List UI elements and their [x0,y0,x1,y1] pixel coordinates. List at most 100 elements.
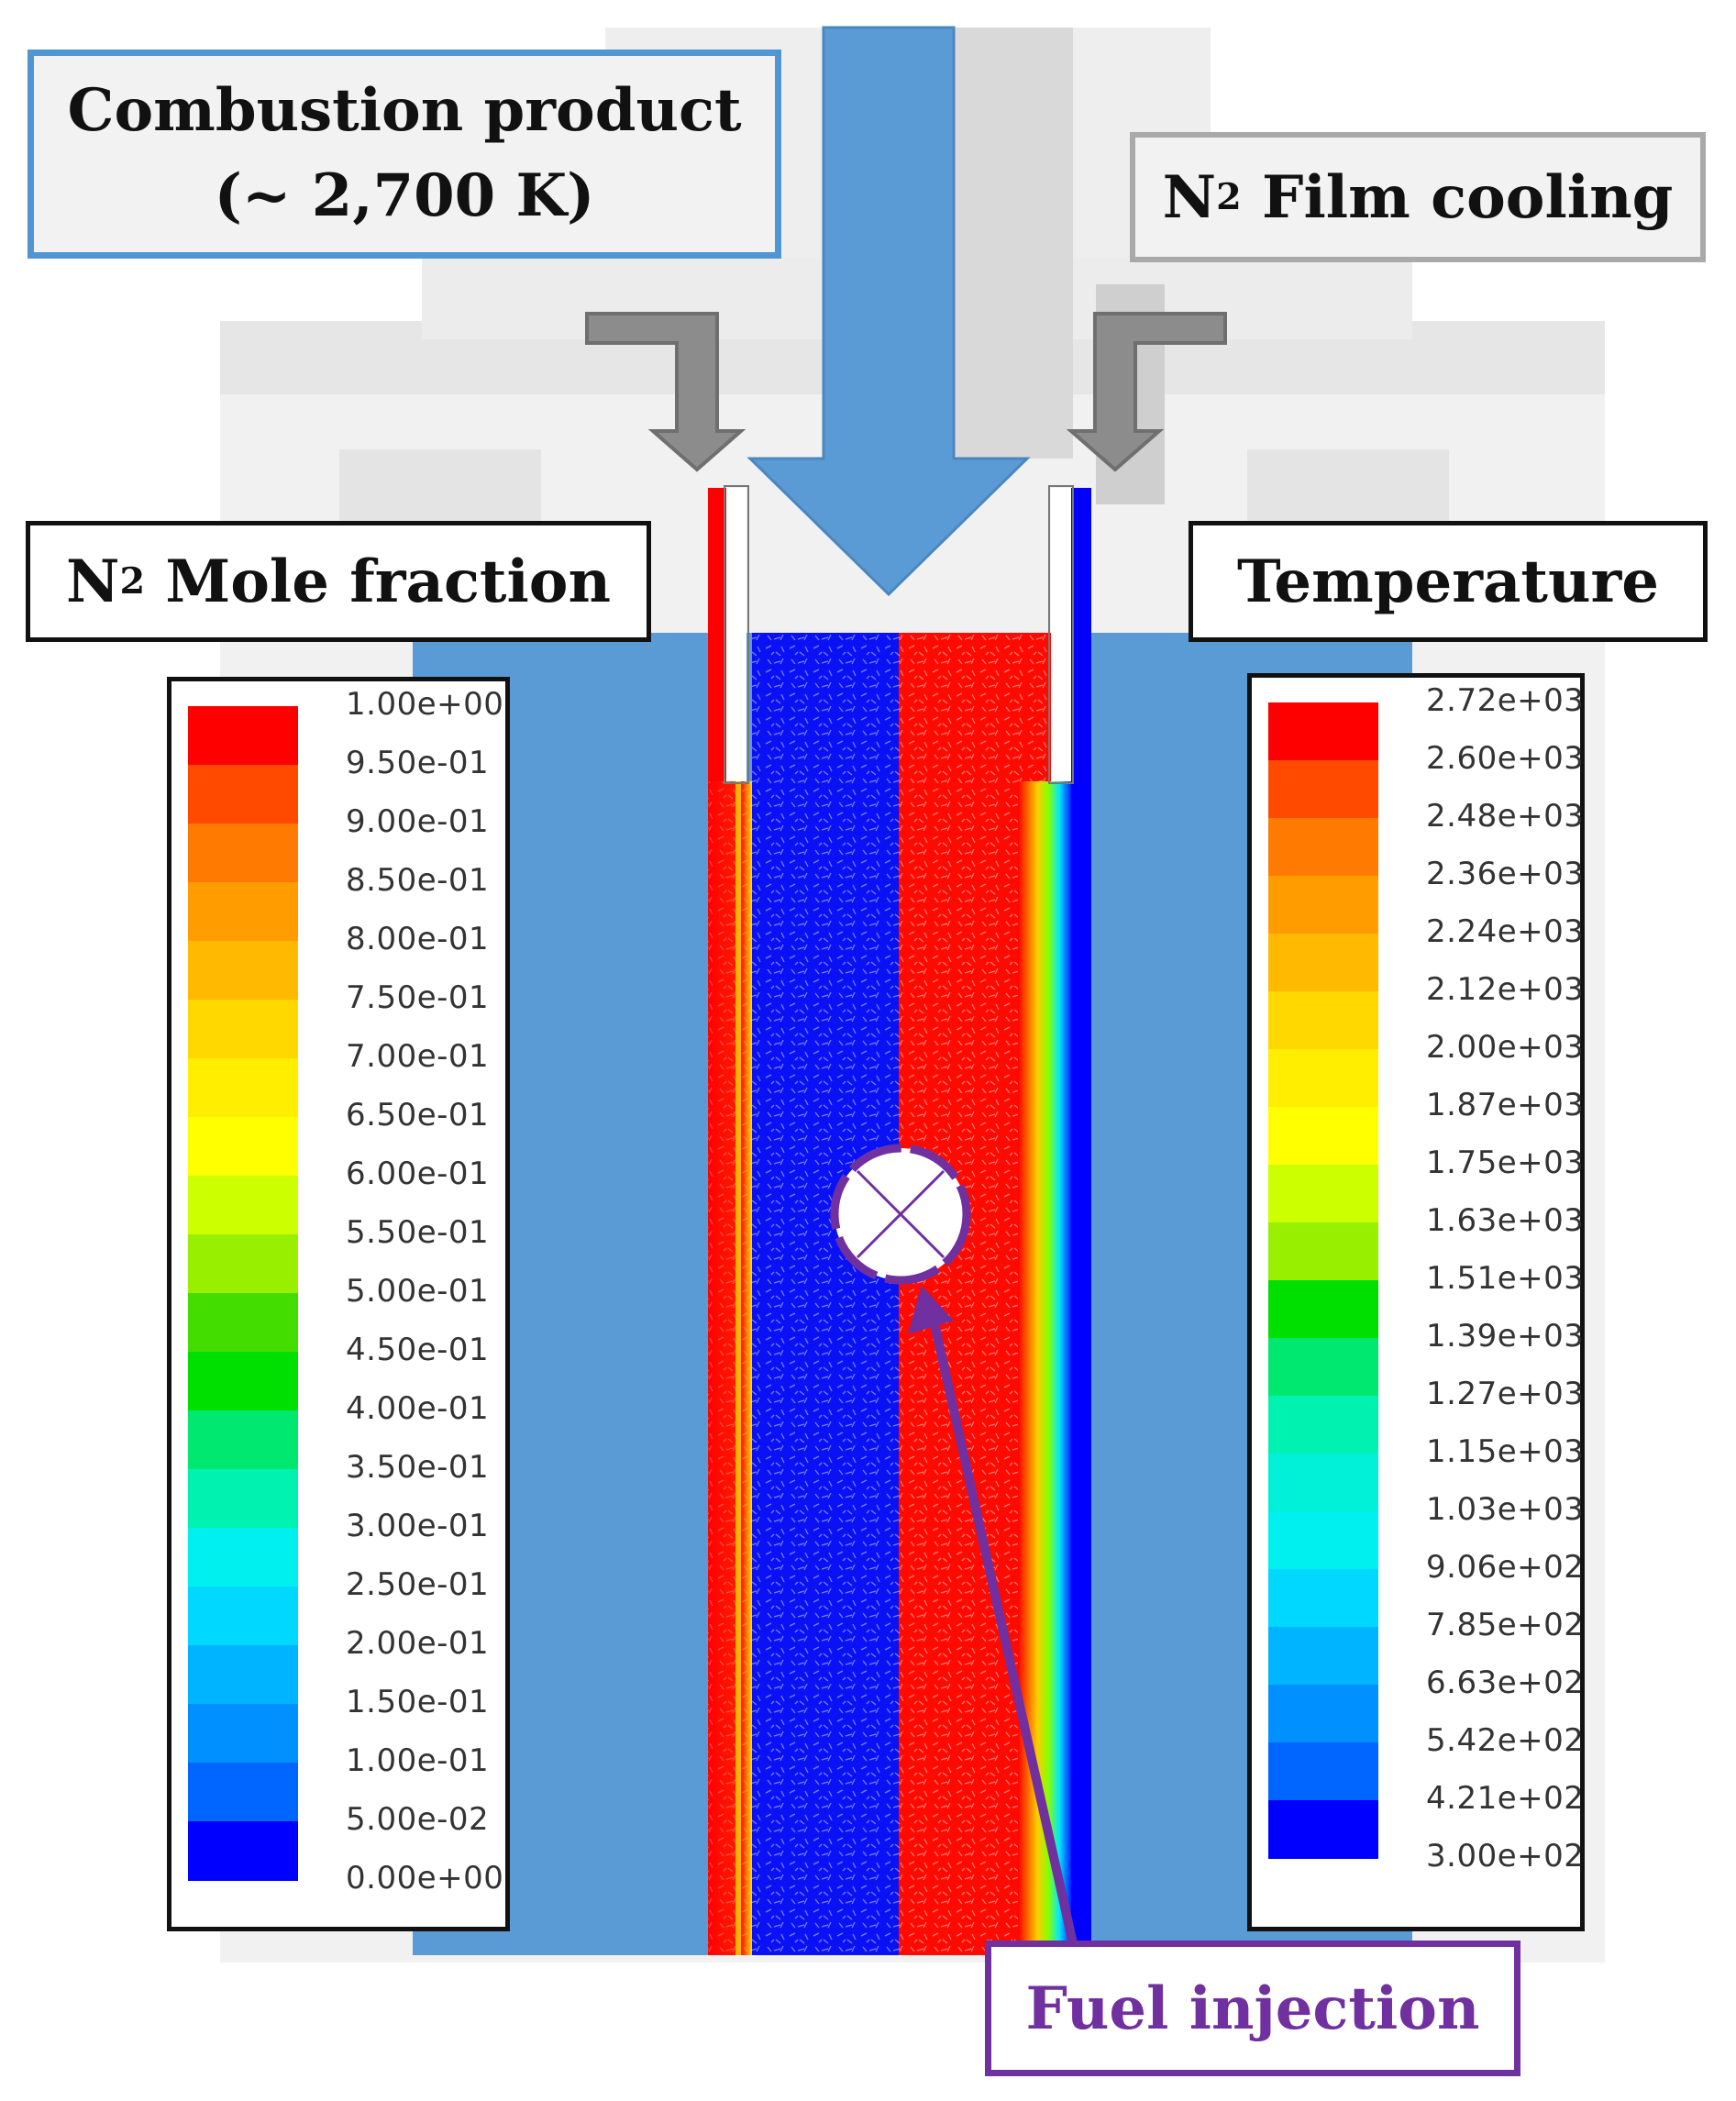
mole-fraction-tick-label: 1.00e+00 [346,686,504,723]
mole-fraction-tick-label: 9.50e-01 [346,745,490,781]
mole-fraction-tick-label: 5.50e-01 [346,1214,490,1251]
mole-fraction-tick-label: 9.00e-01 [346,803,490,840]
mole-fraction-tick-label: 5.00e-02 [346,1801,490,1838]
mole-fraction-tick-label: 8.00e-01 [346,921,490,957]
mole-fraction-n: N [65,547,120,616]
temperature-color-band [1268,1280,1378,1339]
mole-fraction-color-band [188,882,298,942]
mole-fraction-color-band [188,1352,298,1411]
temperature-tick-label: 1.27e+03 [1426,1376,1585,1412]
mole-fraction-tick-label: 6.00e-01 [346,1156,490,1192]
mole-fraction-color-band [188,1645,298,1705]
temperature-color-band [1268,1511,1378,1570]
temperature-tick-label: 2.12e+03 [1426,971,1585,1008]
fuel-injection-pointer [908,1286,1079,1953]
mole-fraction-color-band [188,1528,298,1587]
mole-fraction-legend: 1.00e+00 9.50e-01 9.00e-01 8.50e-01 8.00e-01… [167,677,510,1931]
film-cooling-n: N [1162,162,1217,232]
temperature-tick-label: 7.85e+02 [1426,1607,1585,1643]
temperature-tick-label: 9.06e+02 [1426,1549,1585,1586]
temperature-color-band [1268,876,1378,934]
mole-fraction-tick-label: 4.50e-01 [346,1332,490,1368]
mole-fraction-color-band [188,765,298,824]
mole-fraction-color-band [188,941,298,1001]
temperature-tick-label: 1.39e+03 [1426,1318,1585,1355]
fuel-injection-label: Fuel injection [985,1941,1520,2076]
temperature-color-band [1268,1685,1378,1743]
film-cooling-arrow-right [1066,312,1227,472]
film-cooling-arrow-left [585,312,746,472]
combustion-flow-arrow [746,26,1031,597]
combustion-product-label: Combustion product (~ 2,700 K) [28,50,781,259]
temperature-color-band [1268,760,1378,819]
mole-fraction-color-band [188,1587,298,1646]
mole-fraction-tick-label: 2.00e-01 [346,1625,490,1662]
temperature-tick-label: 1.75e+03 [1426,1144,1585,1181]
temperature-color-band [1268,1338,1378,1397]
temperature-label: Temperature [1189,521,1708,642]
temperature-tick-label: 3.00e+02 [1426,1838,1585,1874]
temperature-color-band [1268,1165,1378,1223]
temperature-color-band [1268,818,1378,877]
combustion-product-title: Combustion product [67,76,742,146]
temperature-tick-label: 1.15e+03 [1426,1433,1585,1470]
temperature-color-band [1268,1107,1378,1166]
mole-fraction-tick-label: 7.50e-01 [346,979,490,1016]
temperature-tick-label: 1.03e+03 [1426,1491,1585,1528]
mole-fraction-tick-label: 6.50e-01 [346,1097,490,1133]
temperature-tick-label: 2.60e+03 [1426,740,1585,777]
temperature-tick-label: 2.00e+03 [1426,1029,1585,1066]
temperature-tick-label: 4.21e+02 [1426,1780,1585,1817]
fuel-injector-port [830,1144,971,1285]
temperature-color-band [1268,1454,1378,1512]
mole-fraction-color-band [188,1469,298,1529]
mole-fraction-color-band [188,1117,298,1177]
mole-fraction-color-band [188,1410,298,1470]
temperature-tick-label: 6.63e+02 [1426,1664,1585,1701]
temperature-color-band [1268,991,1378,1050]
temperature-color-band [1268,1049,1378,1108]
temperature-color-band [1268,702,1378,761]
temperature-tick-label: 1.63e+03 [1426,1202,1585,1239]
mole-fraction-color-band [188,824,298,883]
temperature-legend: 2.72e+03 2.60e+03 2.48e+03 2.36e+03 2.24e+03… [1247,673,1585,1931]
mole-fraction-color-band [188,1763,298,1822]
combustion-product-temperature: (~ 2,700 K) [214,161,595,230]
temperature-color-band [1268,934,1378,992]
mole-fraction-tick-label: 2.50e-01 [346,1566,490,1603]
mole-fraction-tick-label: 1.50e-01 [346,1684,490,1720]
temperature-tick-label: 1.51e+03 [1426,1260,1585,1297]
temperature-tick-label: 2.72e+03 [1426,682,1585,719]
temperature-color-band [1268,1800,1378,1859]
temperature-text: Temperature [1237,547,1659,616]
mole-fraction-tick-label: 3.50e-01 [346,1449,490,1486]
fuel-injection-text: Fuel injection [1025,1974,1480,2043]
temperature-color-band [1268,1569,1378,1628]
mole-fraction-text: Mole fraction [145,547,611,616]
mole-fraction-tick-label: 7.00e-01 [346,1038,490,1075]
temperature-tick-label: 2.36e+03 [1426,856,1585,892]
mole-fraction-tick-label: 1.00e-01 [346,1742,490,1779]
temperature-color-band [1268,1222,1378,1281]
mole-fraction-color-band [188,1176,298,1235]
temperature-tick-label: 2.48e+03 [1426,798,1585,835]
mole-fraction-color-band [188,706,298,766]
mole-fraction-tick-label: 3.00e-01 [346,1508,490,1544]
film-cooling-text: Film cooling [1241,162,1674,232]
mole-fraction-tick-label: 5.00e-01 [346,1273,490,1310]
mole-fraction-field [708,488,899,1955]
temperature-tick-label: 5.42e+02 [1426,1722,1585,1759]
temperature-tick-label: 1.87e+03 [1426,1087,1585,1123]
mole-fraction-color-band [188,1293,298,1353]
temperature-color-band [1268,1396,1378,1454]
temperature-color-band [1268,1742,1378,1801]
temperature-tick-label: 2.24e+03 [1426,913,1585,950]
mole-fraction-tick-label: 4.00e-01 [346,1390,490,1427]
film-cooling-slots [724,485,1074,784]
mole-fraction-color-band [188,1704,298,1764]
temperature-color-band [1268,1627,1378,1686]
mole-fraction-tick-label: 0.00e+00 [346,1860,504,1896]
mole-fraction-tick-label: 8.50e-01 [346,862,490,899]
